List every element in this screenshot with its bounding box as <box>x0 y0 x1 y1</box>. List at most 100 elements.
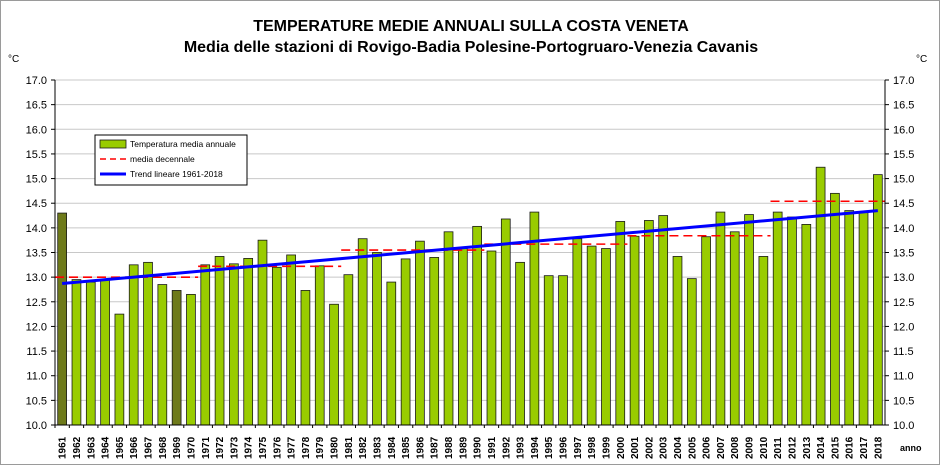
x-tick-label: 1964 <box>101 436 112 459</box>
bar-2007 <box>715 211 726 426</box>
x-tick-label: 1979 <box>315 436 326 459</box>
bar-2005 <box>686 278 697 426</box>
x-tick-label: 1972 <box>215 436 226 459</box>
y-tick-label-left: 13.0 <box>26 272 47 284</box>
bar-1971 <box>200 264 211 426</box>
x-tick-label: 1986 <box>415 436 426 459</box>
legend-label: Trend lineare 1961-2018 <box>130 169 223 179</box>
x-tick-label: 1961 <box>58 436 69 459</box>
bar-2011 <box>772 211 783 426</box>
x-tick-label: 1995 <box>544 436 555 459</box>
y-tick-label-left: 14.0 <box>26 223 47 235</box>
y-tick-label-left: 15.0 <box>26 174 47 186</box>
bar-2012 <box>787 216 797 426</box>
x-tick-label: 1998 <box>587 436 598 459</box>
x-tick-label: 2010 <box>759 436 770 459</box>
y-tick-label-right: 13.5 <box>893 248 914 260</box>
y-axis-unit-right: °C <box>916 54 928 65</box>
bar-1979 <box>314 265 325 426</box>
y-tick-label-right: 16.5 <box>893 100 914 112</box>
bar-2001 <box>629 235 640 426</box>
y-tick-label-left: 11.5 <box>26 346 47 358</box>
x-tick-label: 2015 <box>830 436 841 459</box>
bar-1978 <box>300 290 311 426</box>
bar-2015 <box>830 192 840 426</box>
x-tick-label: 1999 <box>601 436 612 459</box>
y-tick-label-right: 10.5 <box>893 395 914 407</box>
x-tick-label: 1994 <box>530 436 541 459</box>
y-axis-unit-left: °C <box>8 54 20 65</box>
bar-1965 <box>114 313 125 426</box>
bar-1972 <box>214 256 225 426</box>
x-tick-label: 2011 <box>773 437 784 459</box>
bar-1964 <box>100 279 110 426</box>
bar-1989 <box>458 248 468 426</box>
bar-2016 <box>844 210 855 426</box>
x-tick-label: 1974 <box>244 436 255 459</box>
y-tick-label-right: 12.5 <box>893 297 914 309</box>
bar-2013 <box>801 224 812 426</box>
x-tick-label: 2004 <box>673 436 684 459</box>
y-tick-label-left: 15.5 <box>26 149 47 161</box>
bar-2009 <box>744 214 754 426</box>
x-tick-label: 2009 <box>745 436 756 459</box>
y-tick-labels: 10.0 10.0 10.5 10.5 11.0 11.0 11.5 11.5 12.0 12.0… <box>26 75 915 432</box>
y-tick-label-left: 14.5 <box>26 198 47 210</box>
y-tick-label-left: 12.0 <box>26 321 47 333</box>
x-tick-label: 1996 <box>559 436 570 459</box>
y-tick-label-right: 15.5 <box>893 149 914 161</box>
x-tick-label: 1992 <box>501 436 512 459</box>
bar-1973 <box>229 263 239 426</box>
bar-1984 <box>386 281 397 426</box>
y-tick-label-left: 13.5 <box>26 248 47 260</box>
bar-2014 <box>815 166 826 426</box>
bar-1977 <box>286 254 296 426</box>
y-tick-label-right: 12.0 <box>893 321 914 333</box>
y-tick-label-right: 17.0 <box>893 75 914 87</box>
bar-2006 <box>701 236 711 426</box>
bar-1961 <box>57 212 67 426</box>
y-tick-label-right: 14.0 <box>893 223 914 235</box>
x-tick-label: 2008 <box>730 436 741 459</box>
bar-1970 <box>186 293 196 426</box>
bar-1976 <box>271 266 282 426</box>
bar-1968 <box>157 284 168 426</box>
y-tick-label-right: 16.0 <box>893 124 914 136</box>
x-tick-label: 1970 <box>186 436 197 459</box>
x-tick-label: 1965 <box>115 436 126 459</box>
bar-1991 <box>486 250 497 426</box>
bar-1987 <box>429 257 440 426</box>
bar-1988 <box>443 231 454 426</box>
y-tick-label-left: 10.0 <box>26 420 47 432</box>
bar-1993 <box>515 261 525 426</box>
legend-label: media decennale <box>130 154 195 164</box>
x-tick-label: 1989 <box>458 436 469 459</box>
x-tick-label: 1978 <box>301 436 312 459</box>
x-tick-label: 1990 <box>473 436 484 459</box>
x-tick-label: 1981 <box>344 436 355 459</box>
bar-1985 <box>400 258 411 426</box>
y-tick-label-left: 16.0 <box>26 124 47 136</box>
bar-1974 <box>243 258 254 426</box>
x-tick-label: 1977 <box>287 436 298 459</box>
x-tick-label: 1982 <box>358 436 369 459</box>
x-tick-label: 1983 <box>372 436 383 459</box>
trend-line-group <box>62 209 878 286</box>
y-tick-label-right: 11.0 <box>893 371 914 383</box>
bar-2008 <box>729 231 740 426</box>
bar-1969 <box>171 290 182 426</box>
bar-1982 <box>357 238 368 426</box>
x-tick-labels: 1961 1962 1963 1964 1965 1966 1967 1968 1969 1970… <box>58 436 885 459</box>
x-tick-label: 2002 <box>644 436 655 459</box>
y-tick-label-right: 13.0 <box>893 272 914 284</box>
x-tick-label: 2005 <box>687 436 698 459</box>
x-tick-label: 2013 <box>802 436 813 459</box>
bar-2003 <box>658 215 669 426</box>
bar-1963 <box>85 281 96 426</box>
x-tick-label: 1991 <box>487 436 498 459</box>
trend-line <box>62 209 878 286</box>
x-tick-label: 1984 <box>387 436 398 459</box>
bar-2010 <box>758 256 769 426</box>
